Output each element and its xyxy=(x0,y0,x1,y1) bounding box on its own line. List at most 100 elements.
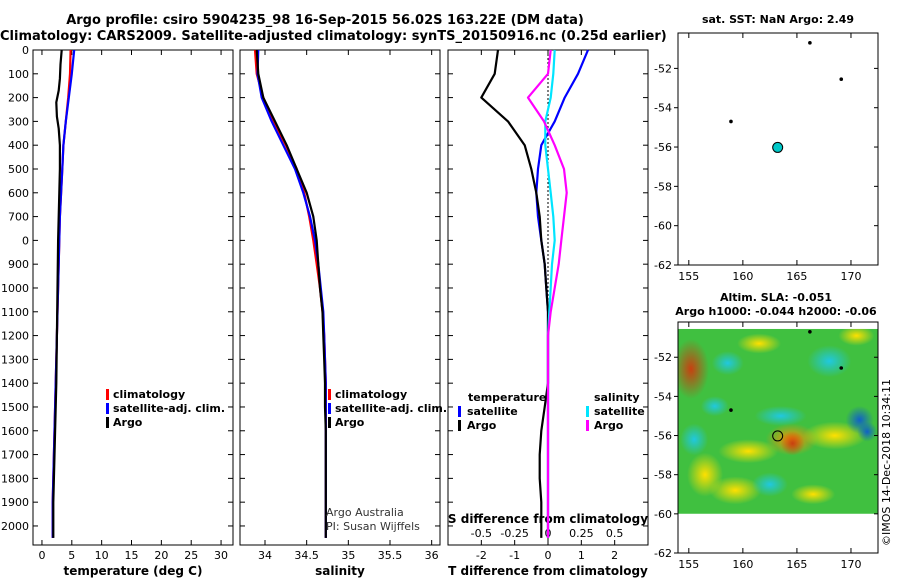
map-ytick-label: -56 xyxy=(654,430,672,443)
xtick-label-temperature: 0 xyxy=(38,549,45,562)
xtick-label-difference: -2 xyxy=(476,549,487,562)
map-xtick-label: 170 xyxy=(840,558,861,571)
xlabel-temperature: temperature (deg C) xyxy=(64,564,203,578)
map-sst_map: 155 160 165 170 -52 -54 -56 -58 -60 -62 sat. SST: … xyxy=(654,13,879,283)
xtick-label-salinity: 34 xyxy=(258,549,272,562)
xtick-label-salinity: 34.5 xyxy=(294,549,319,562)
legend-label: climatology xyxy=(113,388,185,401)
map-frame xyxy=(677,32,879,266)
depth-tick-label: 300 xyxy=(8,115,29,128)
legend-label: satellite-adj. clim. xyxy=(335,402,447,415)
profile-location-marker xyxy=(772,141,784,153)
series-satellite-adj-clim- xyxy=(51,49,76,538)
legend-label: Argo xyxy=(335,416,365,429)
depth-tick-label: 1500 xyxy=(1,401,29,414)
depth-tick-label: 600 xyxy=(8,187,29,200)
legend-swatch xyxy=(458,406,461,417)
map-ytick-label: -52 xyxy=(654,62,672,75)
legend-swatch xyxy=(328,417,331,428)
sla-anomaly xyxy=(791,484,836,505)
legend-label: satellite xyxy=(467,405,518,418)
xtick-label-temperature: 5 xyxy=(68,549,75,562)
map-ytick-label: -62 xyxy=(654,259,672,272)
legend-label: Argo xyxy=(594,419,624,432)
depth-tick-label: 700 xyxy=(8,211,29,224)
series-argo xyxy=(52,49,63,538)
island-marker xyxy=(839,366,844,370)
xtick-label-salinity: 35 xyxy=(341,549,355,562)
legend-swatch xyxy=(328,403,331,414)
map-ytick-label: -62 xyxy=(654,547,672,560)
sla-anomaly xyxy=(709,476,762,505)
depth-tick-label: 100 xyxy=(8,68,29,81)
map-ytick-label: -52 xyxy=(654,351,672,364)
xtick-label-temperature: 20 xyxy=(154,549,168,562)
salinity-diff-tick-label: -0.5 xyxy=(471,527,492,540)
xtick-label-temperature: 15 xyxy=(125,549,139,562)
legend-swatch xyxy=(586,420,589,431)
frame-salinity xyxy=(239,49,441,546)
depth-tick-label: 1200 xyxy=(1,330,29,343)
xtick-label-difference: 2 xyxy=(611,549,618,562)
island-marker xyxy=(808,41,812,45)
legend-label: climatology xyxy=(335,388,407,401)
legend-label: Argo xyxy=(467,419,497,432)
sst-map-title: sat. SST: NaN Argo: 2.49 xyxy=(702,13,854,26)
depth-tick-label: 200 xyxy=(8,92,29,105)
sla-anomaly xyxy=(780,431,805,456)
island-marker xyxy=(839,77,844,82)
title-line-1: Argo profile: csiro 5904235_98 16-Sep-20… xyxy=(66,13,584,28)
xlabel-salinity: salinity xyxy=(315,564,365,578)
island-marker xyxy=(729,119,733,124)
map-xtick-label: 165 xyxy=(786,558,807,571)
map-ytick-label: -58 xyxy=(654,469,672,482)
xlabel-difference: T difference from climatology xyxy=(448,564,648,578)
series-climatology xyxy=(51,49,72,538)
profile-location-marker xyxy=(772,430,784,442)
depth-tick-label: 2000 xyxy=(1,520,29,533)
sla-anomaly xyxy=(678,338,709,399)
series-argo xyxy=(255,49,327,538)
series-satellite-adj-clim- xyxy=(256,49,327,538)
sla-anomaly xyxy=(838,328,875,346)
map-ytick-label: -60 xyxy=(654,508,672,521)
map-xtick-label: 160 xyxy=(732,558,753,571)
xtick-label-salinity: 35.5 xyxy=(378,549,403,562)
depth-tick-label: 1000 xyxy=(1,282,29,295)
sla-anomaly xyxy=(718,439,779,464)
panel-difference: -2 -1 0 1 2 T difference from climatology -0.5… xyxy=(447,49,649,578)
map-ytick-label: -54 xyxy=(654,102,672,115)
depth-tick-label: 1400 xyxy=(1,377,29,390)
map-xtick-label: 170 xyxy=(840,270,861,283)
series-t-argo xyxy=(480,49,550,538)
legend-swatch xyxy=(106,389,109,400)
legend-swatch xyxy=(106,417,109,428)
sla-anomaly xyxy=(751,472,788,497)
sla-anomaly xyxy=(700,396,729,417)
xtick-label-difference: 1 xyxy=(578,549,585,562)
legend-title-salinity: salinity xyxy=(594,391,640,404)
map-xtick-label: 165 xyxy=(786,270,807,283)
map-xtick-label: 155 xyxy=(678,270,699,283)
legend-swatch xyxy=(586,406,589,417)
map-ytick-label: -58 xyxy=(654,180,672,193)
xtick-label-temperature: 10 xyxy=(95,549,109,562)
depth-tick-label: 1800 xyxy=(1,472,29,485)
title-line-2: Climatology: CARS2009. Satellite-adjuste… xyxy=(0,29,667,44)
depth-tick-label: 900 xyxy=(8,258,29,271)
salinity-diff-tick-label: -0.25 xyxy=(500,527,528,540)
credit-pi: PI: Susan Wijffels xyxy=(326,520,420,533)
legend-label: satellite xyxy=(594,405,645,418)
panel-salinity: 34 34.5 35 35.5 36 salinity climatologysatelli… xyxy=(239,49,447,578)
map-ytick-label: -56 xyxy=(654,141,672,154)
sla-anomaly xyxy=(857,421,878,442)
legend-swatch xyxy=(106,403,109,414)
frame-temperature xyxy=(32,49,234,546)
credit-argo: Argo Australia xyxy=(326,506,404,519)
map-xtick-label: 155 xyxy=(678,558,699,571)
depth-tick-label: 400 xyxy=(8,139,29,152)
depth-tick-label: 1100 xyxy=(1,306,29,319)
legend-label: satellite-adj. clim. xyxy=(113,402,225,415)
sla-field xyxy=(678,328,878,514)
